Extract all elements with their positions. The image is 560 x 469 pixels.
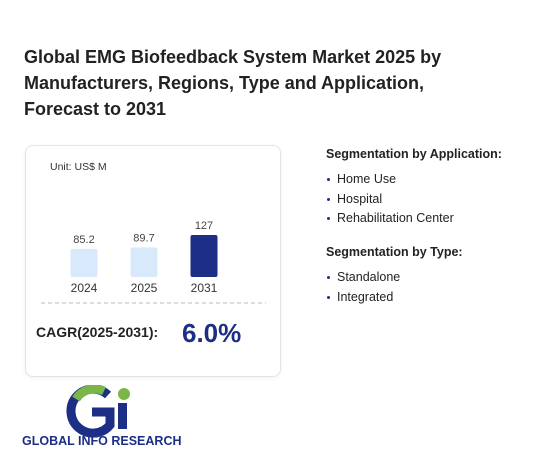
x-tick-label: 2025 [131, 281, 158, 295]
logo-arc [72, 385, 106, 402]
x-tick-label: 2024 [71, 281, 98, 295]
bar [190, 235, 218, 277]
cagr-label: CAGR(2025-2031): [36, 324, 158, 340]
value-label: 127 [195, 220, 213, 232]
value-label: 85.2 [73, 234, 94, 246]
segment-application: Segmentation by Application: Home Use Hos… [326, 147, 502, 230]
segment-item: Home Use [326, 171, 502, 191]
chart-card: Unit: US$ M CAGR(2025-2031): 6.0% 85.2 20… [25, 145, 281, 377]
segment-title: Segmentation by Type: [326, 245, 463, 259]
segment-item: Integrated [326, 289, 463, 309]
bar [70, 248, 98, 277]
segment-list: Home Use Hospital Rehabilitation Center [326, 171, 502, 230]
unit-label: Unit: US$ M [50, 161, 107, 173]
segment-item: Rehabilitation Center [326, 210, 502, 230]
chart: Unit: US$ M CAGR(2025-2031): 6.0% 85.2 20… [36, 161, 266, 348]
logo: GLOBAL INFO RESEARCH [22, 385, 182, 448]
bar [130, 247, 158, 277]
segment-item: Hospital [326, 191, 502, 211]
cagr-value: 6.0% [182, 318, 241, 348]
x-tick-label: 2031 [191, 281, 218, 295]
segment-list: Standalone Integrated [326, 269, 463, 308]
logo-i [118, 403, 127, 429]
title: Global EMG Biofeedback System Market 202… [24, 47, 442, 119]
value-label: 89.7 [133, 232, 154, 244]
logo-text: GLOBAL INFO RESEARCH [22, 434, 182, 448]
segment-title: Segmentation by Application: [326, 147, 502, 161]
segment-item: Standalone [326, 269, 463, 289]
segment-type: Segmentation by Type: Standalone Integrat… [326, 245, 463, 308]
logo-dot [118, 388, 130, 400]
